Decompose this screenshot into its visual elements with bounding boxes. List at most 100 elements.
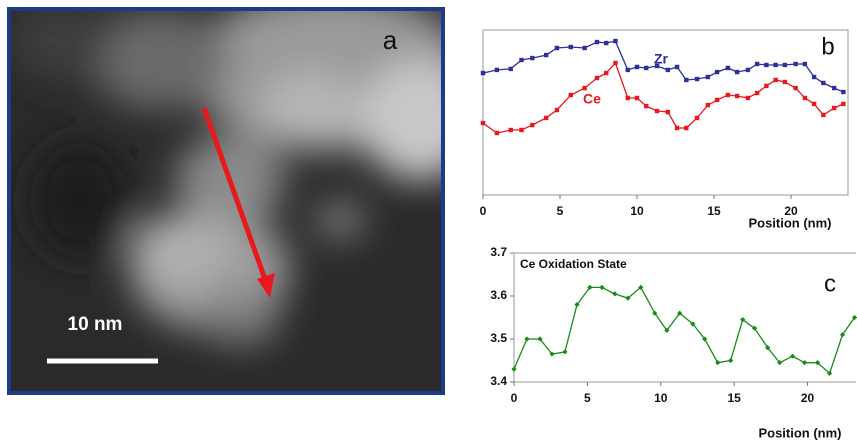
marker [789, 353, 796, 359]
marker [831, 85, 837, 91]
marker [480, 70, 486, 76]
marker [554, 107, 560, 113]
marker [802, 360, 808, 366]
marker [519, 127, 524, 133]
y-tick-label: 3.6 [490, 288, 507, 302]
marker [773, 77, 778, 83]
x-tick-label: 0 [511, 391, 518, 405]
marker [841, 101, 846, 107]
x-axis-label: Position (nm) [758, 425, 841, 440]
marker [508, 127, 513, 133]
marker [654, 63, 660, 69]
marker [613, 38, 618, 44]
marker [674, 125, 680, 131]
marker [582, 45, 587, 51]
marker [715, 360, 721, 366]
x-tick-label: 5 [557, 204, 564, 218]
marker [782, 62, 788, 68]
marker [811, 101, 817, 107]
marker [728, 357, 734, 364]
marker [480, 120, 486, 126]
marker [634, 95, 640, 101]
series-line [482, 61, 844, 134]
marker [612, 291, 618, 297]
marker [604, 40, 609, 46]
marker [754, 61, 760, 67]
marker [793, 85, 798, 91]
image-border [7, 7, 445, 395]
y-tick-label: 3.7 [490, 245, 507, 259]
marker [654, 108, 660, 114]
marker [543, 52, 549, 58]
marker [764, 62, 769, 68]
scale-bar-label: 10 nm [68, 314, 123, 335]
marker [694, 115, 700, 121]
x-tick-label: 15 [727, 391, 741, 405]
marker [831, 105, 837, 111]
marker [694, 76, 700, 82]
marker [587, 284, 593, 290]
marker [665, 109, 671, 115]
marker [537, 336, 543, 342]
marker [839, 332, 846, 338]
marker [851, 314, 857, 321]
marker [494, 130, 500, 136]
marker [841, 89, 846, 95]
marker [690, 321, 696, 327]
arrow [201, 107, 269, 283]
marker [638, 284, 644, 290]
marker [702, 336, 708, 342]
marker [594, 39, 600, 45]
marker [519, 57, 524, 63]
marker [568, 44, 573, 50]
marker [613, 60, 618, 66]
marker [665, 67, 671, 73]
chart-title: Ce Oxidation State [520, 257, 627, 271]
marker [549, 351, 555, 357]
marker [625, 95, 630, 101]
panel-label: b [821, 33, 834, 60]
marker [802, 95, 808, 101]
marker [705, 102, 711, 108]
marker [764, 83, 769, 89]
marker [674, 64, 680, 70]
marker [793, 61, 798, 67]
y-tick-label: 3.5 [490, 331, 507, 345]
marker [705, 74, 711, 80]
marker [734, 69, 740, 75]
marker [543, 115, 549, 121]
x-tick-label: 10 [654, 391, 668, 405]
marker [652, 310, 658, 316]
marker [782, 79, 788, 85]
arrow-head [257, 273, 275, 298]
x-axis-label: Position (nm) [748, 215, 831, 230]
marker [740, 317, 746, 323]
x-tick-label: 10 [630, 204, 644, 218]
series-label: Ce [583, 91, 601, 107]
marker [554, 45, 560, 51]
marker [802, 61, 808, 67]
x-tick-label: 0 [480, 204, 487, 218]
marker [814, 360, 821, 366]
marker [625, 295, 631, 301]
marker [821, 112, 826, 118]
series-label: Zr [654, 51, 669, 67]
marker [745, 67, 751, 73]
x-tick-label: 5 [584, 391, 591, 405]
marker [734, 93, 740, 99]
marker [773, 62, 778, 68]
marker [745, 95, 751, 101]
x-tick-label: 15 [707, 204, 721, 218]
marker [754, 90, 760, 96]
marker [644, 65, 649, 71]
marker [574, 302, 580, 308]
marker [511, 366, 517, 372]
marker [568, 92, 573, 98]
marker [604, 70, 609, 76]
marker [725, 92, 731, 98]
marker [562, 349, 568, 355]
marker [582, 85, 587, 91]
marker [684, 125, 689, 131]
marker [751, 325, 758, 331]
